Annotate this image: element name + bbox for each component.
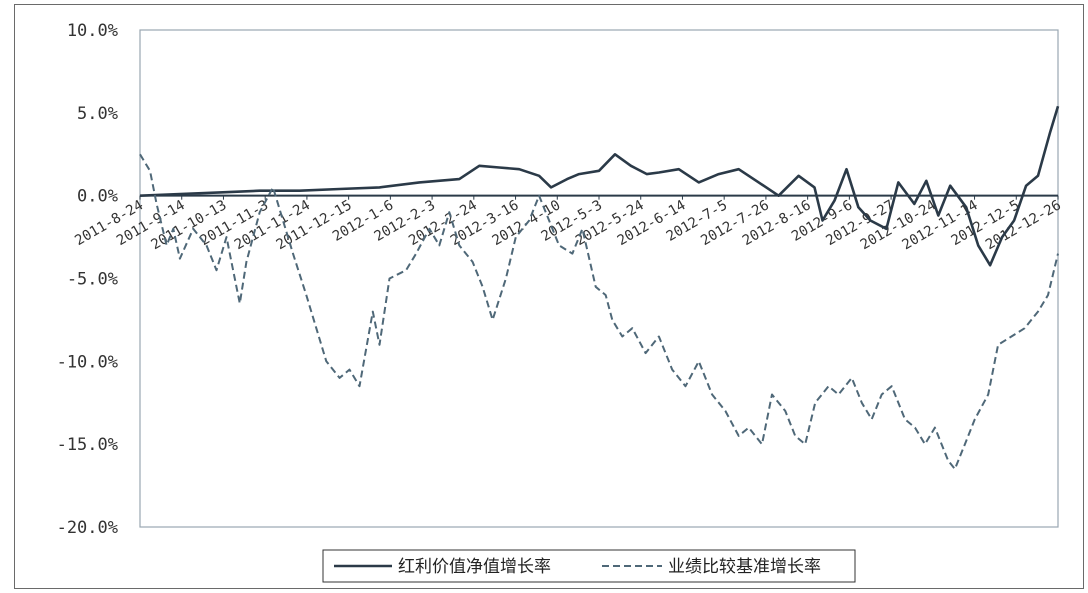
legend-box — [322, 549, 856, 583]
y-tick-label: -10.0% — [57, 352, 118, 372]
legend: 红利价值净值增长率 业绩比较基准增长率 — [322, 549, 856, 583]
y-tick-label: -5.0% — [67, 270, 118, 290]
legend-label-series-1: 红利价值净值增长率 — [398, 557, 551, 577]
y-tick-label: 5.0% — [77, 104, 118, 124]
series-line-1 — [139, 105, 1060, 267]
y-tick-label: 0.0% — [77, 187, 118, 207]
y-tick-label: 10.0% — [67, 21, 118, 41]
y-tick-label: -15.0% — [57, 435, 118, 455]
y-tick-label: -20.0% — [57, 518, 118, 538]
y-axis: 10.0% 5.0% 0.0% -5.0% -10.0% -15.0% -20.0% — [57, 21, 118, 538]
series-layer — [139, 105, 1060, 470]
plot-area — [139, 29, 1059, 528]
legend-label-series-2: 业绩比较基准增长率 — [668, 557, 821, 577]
